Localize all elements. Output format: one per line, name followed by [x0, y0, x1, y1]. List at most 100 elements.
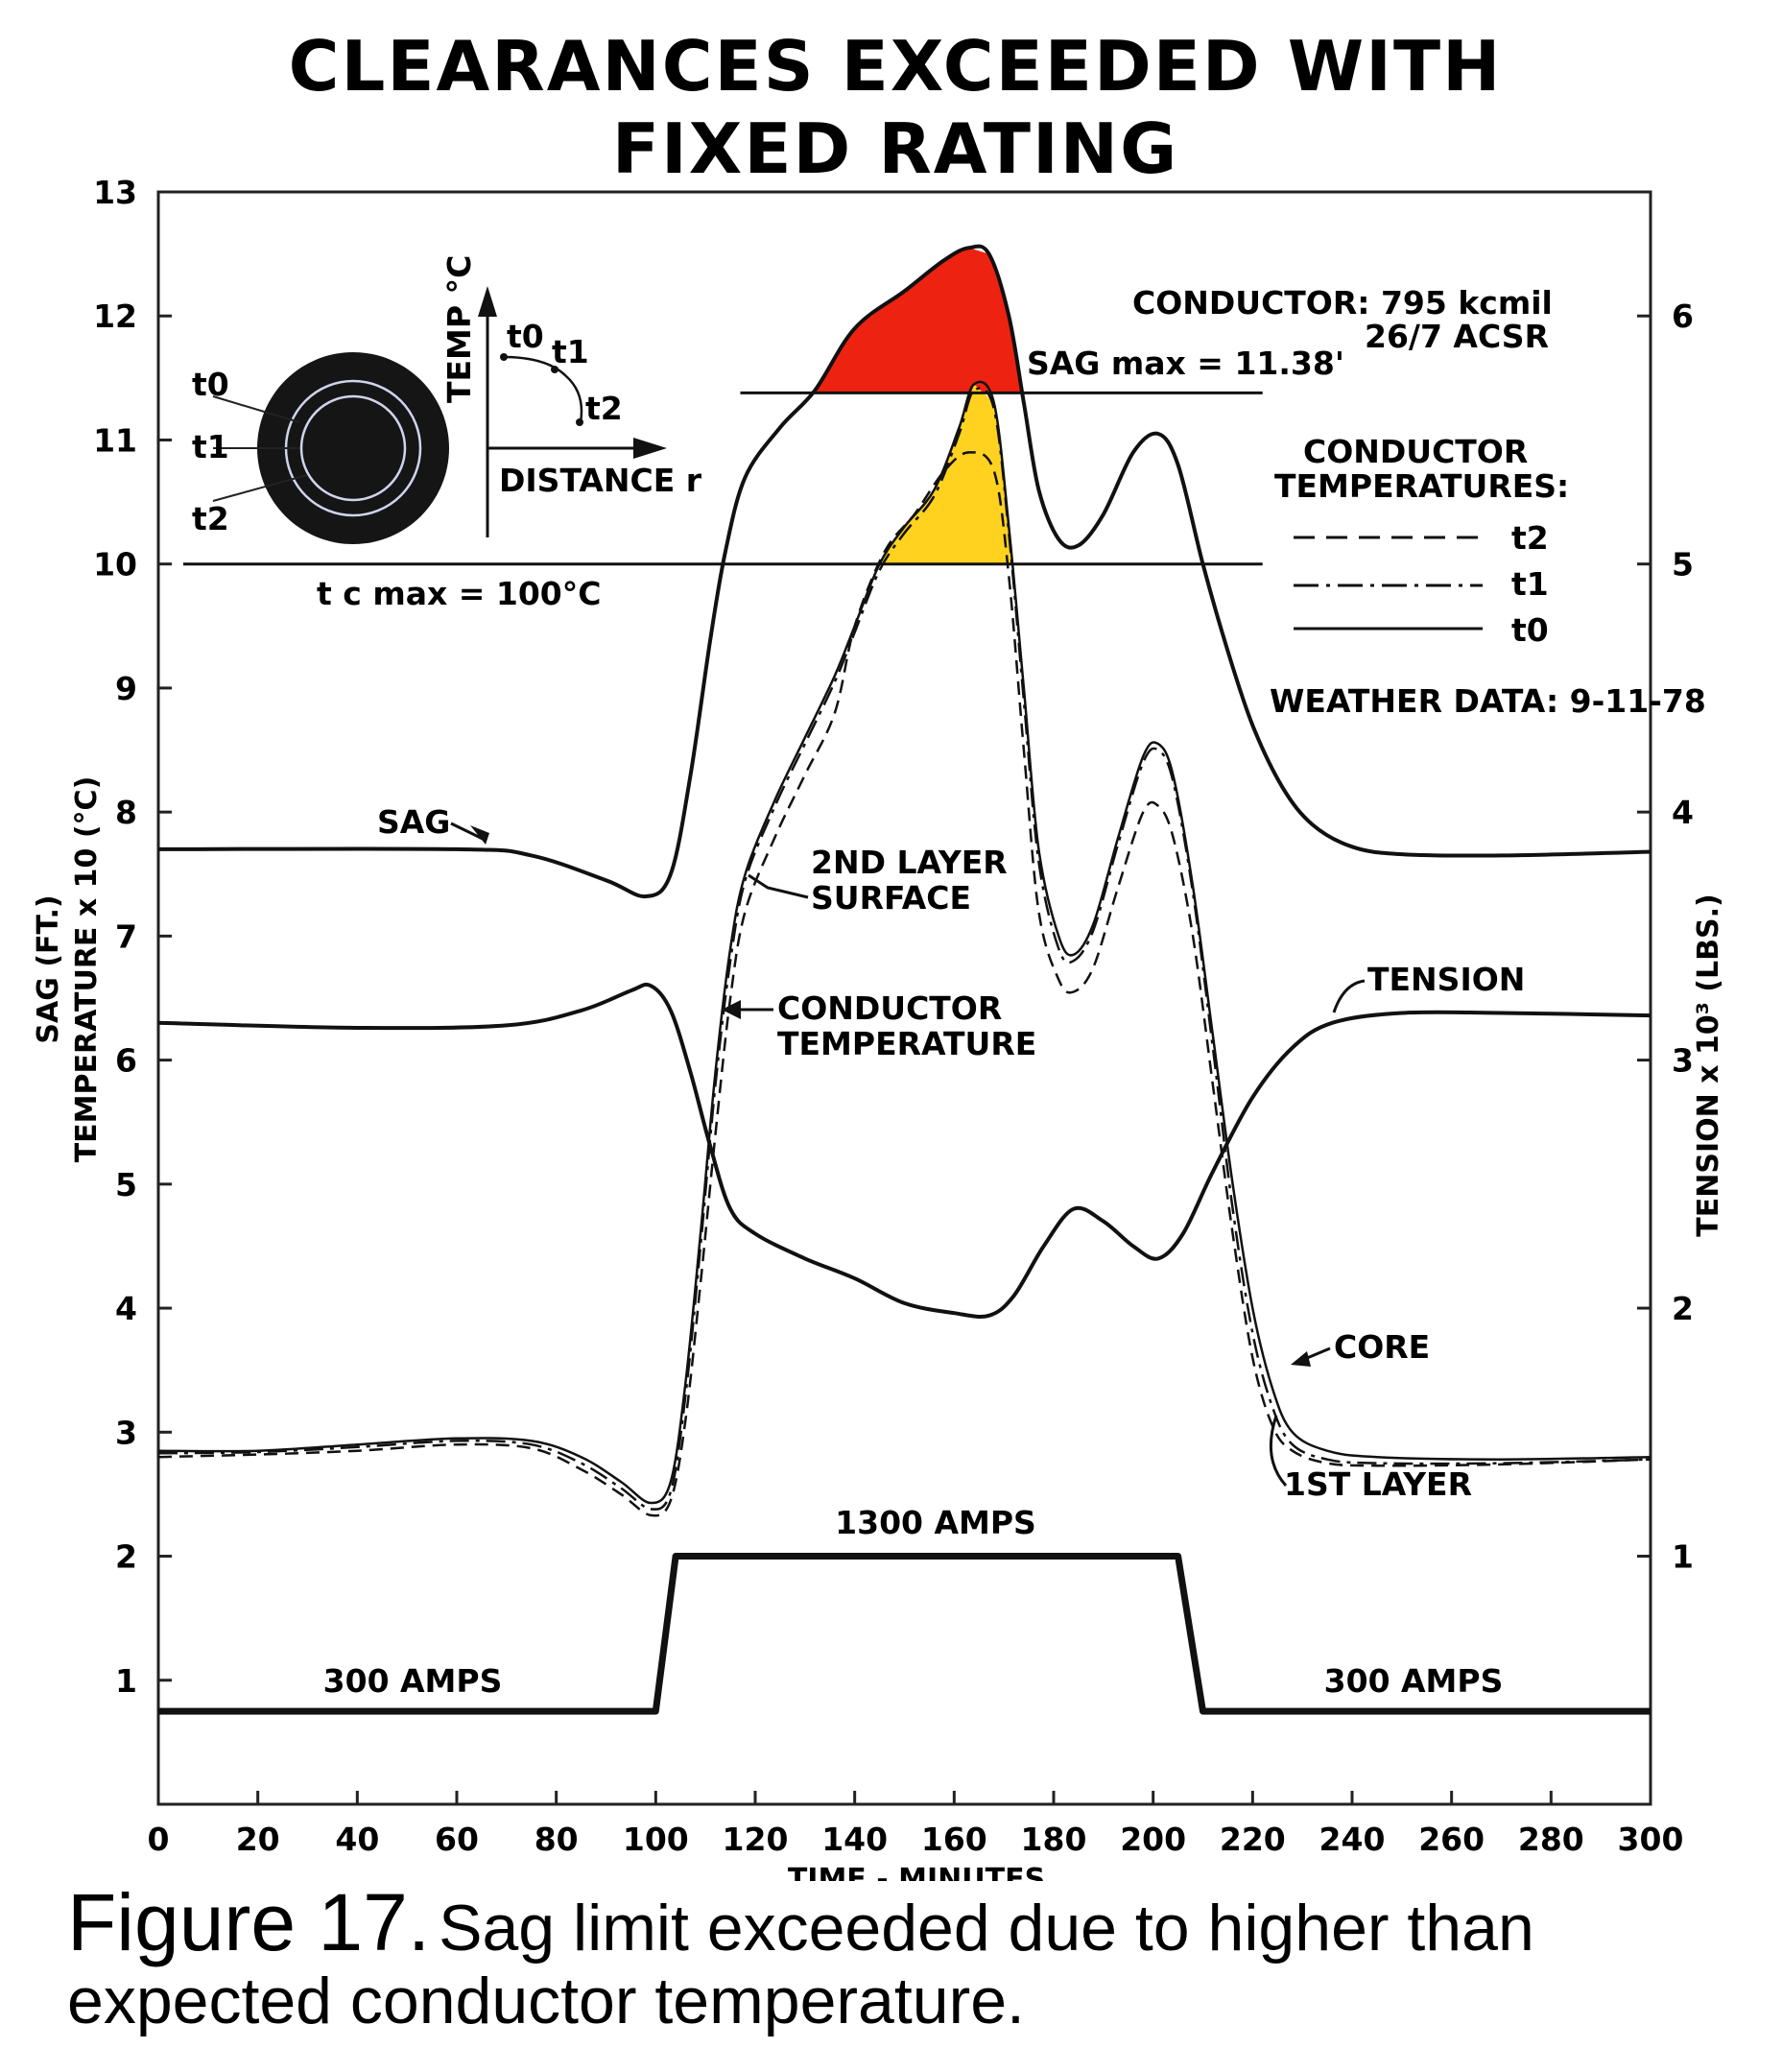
sag-excess-fill [813, 248, 1022, 393]
chart: CLEARANCES EXCEEDED WITH FIXED RATING 0 2… [32, 26, 1725, 1881]
y-right-tick-label: 2 [1672, 1290, 1694, 1327]
annotation-amps-high: 1300 AMPS [835, 1504, 1036, 1541]
y-left-tick-label: 2 [115, 1538, 137, 1576]
x-tick-label: 0 [148, 1821, 170, 1858]
x-tick-label: 280 [1518, 1821, 1584, 1858]
inset-ring-label-t0: t0 [192, 366, 229, 403]
y-left-tick-label: 11 [93, 421, 137, 459]
arrow-surface [748, 873, 809, 899]
y-axis-label-left-1: SAG (FT.) [32, 894, 65, 1043]
y-right-tick-label: 6 [1672, 298, 1694, 335]
y-left-tick-label: 5 [115, 1166, 137, 1203]
series-line-sag [157, 244, 1651, 899]
y-left-tick-label: 6 [115, 1042, 137, 1080]
annotation-tension: TENSION [1367, 961, 1525, 998]
y-right-tick-label: 5 [1672, 546, 1694, 583]
plot-frame [156, 190, 1652, 1806]
x-tick-label: 260 [1418, 1821, 1485, 1858]
legend-title-1: CONDUCTOR [1303, 433, 1528, 470]
x-tick-label: 240 [1319, 1821, 1386, 1858]
arrow-sag [450, 822, 486, 842]
inset-y-arrow [478, 286, 497, 317]
legend-title-2: TEMPERATURES: [1274, 467, 1569, 505]
series-line-core [157, 380, 1651, 1505]
annotation-surface-1: 2ND LAYER [811, 844, 1008, 881]
x-axis-label: TIME - MINUTES [788, 1863, 1045, 1881]
x-tick-label: 140 [821, 1821, 888, 1858]
x-tick-label: 80 [535, 1821, 579, 1858]
inset-dot-t1 [551, 366, 558, 373]
inset-dot-t0 [500, 353, 508, 361]
chart-title-line2: FIXED RATING [612, 108, 1178, 189]
annotation-conductor-temp-2: TEMPERATURE [777, 1025, 1036, 1062]
inset-ring-label-t1: t1 [192, 428, 229, 465]
inset-temp-curve [503, 355, 583, 423]
y-axis-label-right: TENSION x 10³ (LBS.) [1692, 893, 1725, 1236]
arrowhead-core [1291, 1351, 1311, 1367]
inset-x-label: DISTANCE r [499, 462, 702, 499]
conductor-info-1: CONDUCTOR: 795 kcmil [1132, 284, 1553, 322]
annotation-amps-low-left: 300 AMPS [323, 1662, 503, 1700]
y-left-tick-label: 1 [115, 1662, 137, 1700]
legend-label-t0: t0 [1511, 611, 1549, 649]
y-left-tick-label: 10 [93, 546, 137, 583]
inset-dot-t2 [576, 418, 583, 426]
ring-t1 [299, 394, 407, 502]
y-left-tick-label: 8 [115, 794, 137, 831]
tc-max-label: t c max = 100°C [317, 575, 601, 612]
annotation-sag: SAG [377, 803, 450, 841]
x-tick-label: 120 [723, 1821, 789, 1858]
x-tick-label: 200 [1120, 1821, 1186, 1858]
temp-excess-fill [880, 384, 1011, 564]
x-tick-label: 160 [921, 1821, 987, 1858]
series-line-2nd-layer-surface [157, 451, 1651, 1517]
conductor-info-2: 26/7 ACSR [1365, 318, 1549, 355]
pointer-t0 [212, 395, 300, 423]
y-left-tick-label: 7 [115, 917, 137, 955]
pointer-t2 [212, 474, 308, 502]
y-left-tick-label: 9 [115, 670, 137, 707]
arrow-tension [1332, 979, 1366, 1013]
chart-title-line1: CLEARANCES EXCEEDED WITH [289, 26, 1503, 107]
inset-curve-label-t0: t0 [507, 318, 544, 355]
x-tick-label: 100 [623, 1821, 689, 1858]
caption-figure-number: Figure 17. [67, 1877, 431, 1967]
legend-label-t1: t1 [1511, 565, 1549, 603]
sag-max-label: SAG max = 11.38' [1027, 345, 1344, 382]
legend-label-t2: t2 [1511, 519, 1549, 557]
inset-curve-label-t1: t1 [552, 333, 589, 370]
y-right-tick-label: 4 [1672, 794, 1694, 831]
caption-text-line2: expected conductor temperature. [67, 1965, 1025, 2037]
series-line-current [158, 1553, 1651, 1715]
y-left-tick-label: 12 [93, 298, 137, 335]
annotation-core: CORE [1334, 1328, 1430, 1366]
y-axis-label-left-2: TEMPERATURE x 10 (°C) [70, 776, 104, 1163]
annotation-first-layer: 1ST LAYER [1284, 1465, 1472, 1503]
x-tick-label: 40 [335, 1821, 379, 1858]
x-tick-label: 220 [1220, 1821, 1286, 1858]
y-right-tick-label: 1 [1672, 1538, 1694, 1576]
inset-ring-label-t2: t2 [192, 500, 229, 537]
inset-y-label: TEMP °C [440, 255, 478, 403]
series-line-tension [157, 982, 1651, 1319]
y-right-tick-label: 3 [1672, 1042, 1694, 1080]
caption-text-line1: Sag limit exceeded due to higher than [439, 1892, 1534, 1965]
inset-curve-label-t2: t2 [585, 390, 623, 427]
weather-data: WEATHER DATA: 9-11-78 [1270, 682, 1706, 720]
annotation-conductor-temp-1: CONDUCTOR [777, 989, 1002, 1027]
inset-diagram: t0 t1 t2 TEMP °C DISTANCE r t0 t1 t2 [192, 255, 702, 544]
annotation-amps-low-right: 300 AMPS [1324, 1662, 1504, 1700]
y-left-tick-label: 4 [115, 1290, 137, 1327]
y-left-tick-label: 3 [115, 1414, 137, 1451]
x-tick-label: 300 [1618, 1821, 1684, 1858]
series-line-1st-layer [157, 387, 1651, 1511]
x-tick-label: 180 [1021, 1821, 1087, 1858]
x-tick-label: 60 [435, 1821, 479, 1858]
y-left-tick-label: 13 [93, 174, 137, 211]
arrow-first-layer [1269, 1415, 1288, 1487]
arrowhead-sag [470, 825, 489, 845]
arrowhead-conductor-temp [722, 1000, 741, 1019]
annotation-surface-2: SURFACE [811, 879, 971, 917]
x-tick-label: 20 [236, 1821, 280, 1858]
figure-caption: Figure 17. Sag limit exceeded due to hig… [67, 1876, 1756, 2038]
